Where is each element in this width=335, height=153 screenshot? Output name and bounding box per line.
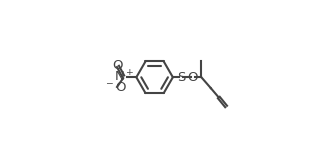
Text: O: O xyxy=(188,71,198,84)
Text: O: O xyxy=(112,59,123,72)
Text: S: S xyxy=(177,71,185,84)
Text: $^-$O: $^-$O xyxy=(104,81,128,94)
Text: N$^+$: N$^+$ xyxy=(114,70,135,85)
